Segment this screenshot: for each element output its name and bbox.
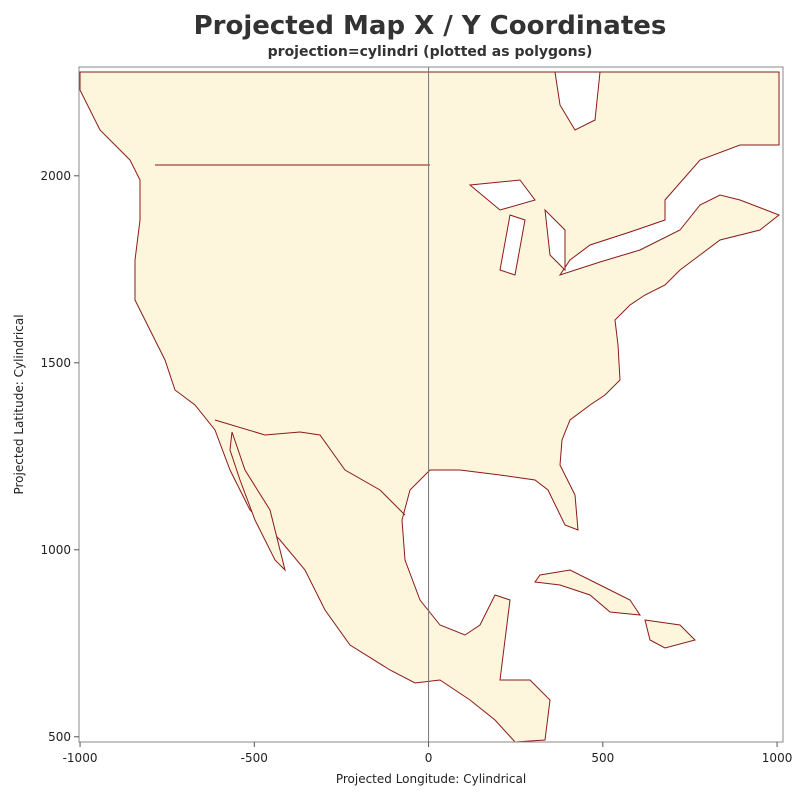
baja [229, 431, 286, 572]
chart-subtitle: projection=cylindri (plotted as polygons… [268, 44, 593, 60]
lake [468, 179, 536, 211]
x-tick-label: -1000 [63, 751, 98, 765]
plot-frame [78, 66, 784, 743]
x-tick-label: 500 [591, 751, 614, 765]
y-tick-label: 1500 [40, 356, 71, 370]
map [79, 71, 780, 743]
lake [544, 208, 566, 272]
hispaniola [644, 619, 696, 649]
cuba [534, 569, 642, 616]
y-tick-label: 500 [48, 730, 71, 744]
y-tick-label: 1000 [40, 543, 71, 557]
land [79, 71, 780, 743]
y-tick-label: 2000 [40, 169, 71, 183]
x-tick-label: 1000 [762, 751, 793, 765]
x-tick-label: 0 [425, 751, 433, 765]
hudson-bay [554, 71, 601, 131]
chart-title: Projected Map X / Y Coordinates [194, 11, 667, 41]
x-axis-label: Projected Longitude: Cylindrical [336, 772, 526, 786]
lake [499, 214, 526, 276]
y-axis-label: Projected Latitude: Cylindrical [12, 314, 26, 494]
x-tick-label: -500 [241, 751, 268, 765]
border [214, 419, 406, 516]
